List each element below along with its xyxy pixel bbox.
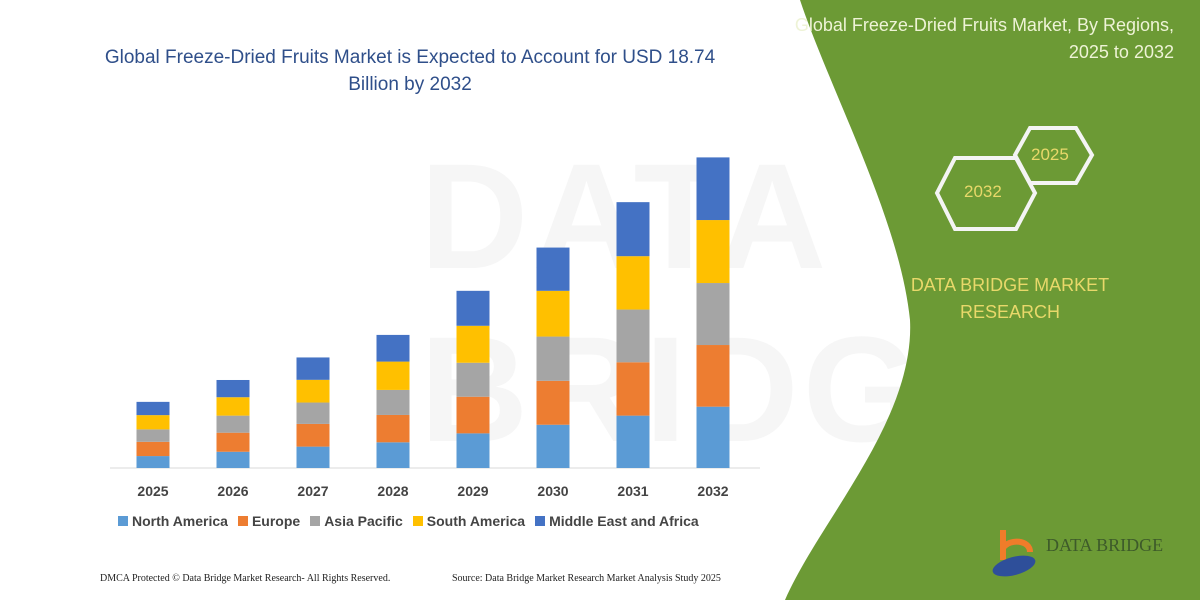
bar-segment (296, 379, 330, 403)
side-panel-title: Global Freeze-Dried Fruits Market, By Re… (794, 15, 1174, 62)
hexagon-2032 (934, 156, 1038, 231)
legend-label: North America (132, 513, 228, 529)
legend-swatch (118, 516, 128, 526)
bar-segment (696, 157, 730, 221)
legend-item: Europe (237, 513, 301, 529)
footer-copyright: DMCA Protected © Data Bridge Market Rese… (100, 573, 391, 584)
bar-segment (616, 256, 650, 310)
bar-segment (136, 415, 170, 430)
logo-text: DATA BRIDGE (1046, 535, 1164, 555)
bar-segment (536, 380, 570, 425)
bar-segment (456, 325, 490, 363)
bar-segment (216, 432, 250, 452)
legend-swatch (237, 516, 248, 526)
bar-segment (616, 309, 650, 363)
x-tick-label: 2030 (537, 483, 568, 499)
bar-segment (616, 415, 650, 468)
bar-segment (696, 283, 730, 346)
bar-segment (616, 202, 650, 257)
bar-segment (376, 334, 410, 362)
stacked-bar-chart: 2025 2026 2027 2028 2029 2030 2031 2032 (110, 157, 760, 499)
bar-segment (216, 451, 250, 468)
legend-label: Middle East and Africa (549, 513, 699, 529)
bar-segment (536, 290, 570, 337)
bar-segment (216, 379, 250, 398)
x-tick-label: 2028 (377, 483, 408, 499)
bar-segment (376, 442, 410, 468)
bar-segment (616, 362, 650, 416)
legend-label: South America (426, 513, 526, 529)
hexagon-2025 (1012, 126, 1095, 185)
hexagon-label-2025: 2025 (1031, 145, 1069, 164)
bar-segment (696, 345, 730, 407)
bar-segment (456, 362, 490, 397)
bar-segment (136, 441, 170, 457)
legend-item: Middle East and Africa (535, 513, 699, 529)
legend-label: Europe (251, 513, 301, 529)
bar-segment (696, 406, 730, 468)
bar-segment (376, 414, 410, 443)
legend-item: South America (412, 513, 526, 529)
bar-segment (456, 290, 490, 326)
bar-segment (456, 433, 490, 468)
legend-item: North America (118, 513, 228, 529)
brand-name: DATA BRIDGE MARKET RESEARCH (910, 275, 1110, 322)
x-tick-label: 2027 (297, 483, 328, 499)
logo-icon (992, 530, 1036, 577)
legend-item: Asia Pacific (310, 513, 403, 529)
bar-segment (296, 402, 330, 424)
legend-label: Asia Pacific (324, 513, 403, 529)
legend-swatch (412, 516, 423, 526)
chart-title: Global Freeze-Dried Fruits Market is Exp… (104, 47, 716, 95)
bar-segment (296, 357, 330, 380)
bar-segment (136, 456, 170, 468)
bar-segment (376, 389, 410, 415)
bar-segment (696, 220, 730, 284)
x-tick-label: 2031 (617, 483, 648, 499)
x-tick-label: 2025 (137, 483, 168, 499)
legend-swatch (535, 516, 546, 526)
bar-segment (216, 397, 250, 416)
bar-segment (136, 401, 170, 416)
bar-segment (376, 361, 410, 390)
x-tick-label: 2032 (697, 483, 728, 499)
legend-swatch (310, 516, 321, 526)
bar-segment (536, 247, 570, 291)
bar-segment (456, 396, 490, 434)
bar-segment (536, 336, 570, 381)
footer-source: Source: Data Bridge Market Research Mark… (452, 573, 721, 584)
legend: North America Europe Asia Pacific South Ame… (118, 513, 699, 529)
bar-segment (216, 415, 250, 433)
bar-segment (296, 423, 330, 447)
bar-segment (136, 429, 170, 442)
x-tick-label: 2029 (457, 483, 488, 499)
hexagon-label-2032: 2032 (964, 182, 1002, 201)
bar-segment (536, 424, 570, 468)
x-tick-label: 2026 (217, 483, 248, 499)
bar-segment (296, 446, 330, 468)
